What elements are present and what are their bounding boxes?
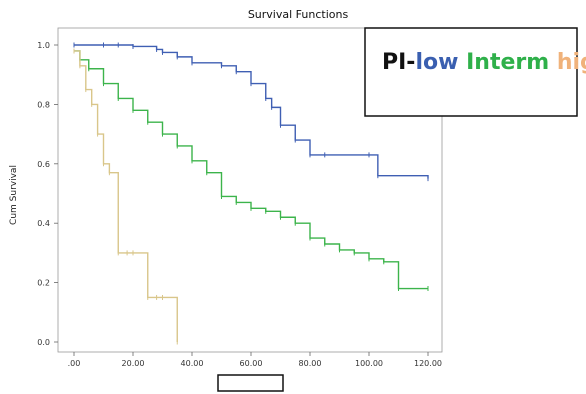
y-tick-label: 1.0: [37, 41, 50, 50]
legend: PI-low Interm high: [382, 50, 586, 75]
y-tick-label: 0.8: [37, 100, 50, 109]
x-tick-label: 120.00: [414, 359, 442, 368]
chart-title: Survival Functions: [248, 8, 349, 21]
x-tick-label: 20.00: [122, 359, 145, 368]
y-axis-label: Cum Survival: [9, 165, 19, 225]
series-line-2: [74, 50, 178, 342]
legend-entry: [458, 50, 466, 75]
x-axis-label-box: [217, 374, 284, 392]
legend-entry: high: [557, 50, 586, 75]
legend-entry: PI-: [382, 50, 415, 75]
x-tick-label: 40.00: [181, 359, 204, 368]
y-tick-label: 0.6: [37, 160, 50, 169]
y-tick-label: 0.2: [37, 279, 50, 288]
legend-entry: low: [415, 50, 458, 75]
legend-box: PI-low Interm high: [364, 27, 586, 117]
x-tick-label: 60.00: [240, 359, 263, 368]
legend-entry: [549, 50, 557, 75]
legend-entry: Interm: [466, 50, 549, 75]
y-tick-label: 0.4: [37, 219, 50, 228]
plot-area: [57, 27, 443, 353]
x-tick-label: 100.00: [355, 359, 383, 368]
x-tick-label: 80.00: [299, 359, 322, 368]
x-tick-label: .00: [68, 359, 81, 368]
y-tick-label: 0.0: [37, 338, 50, 347]
